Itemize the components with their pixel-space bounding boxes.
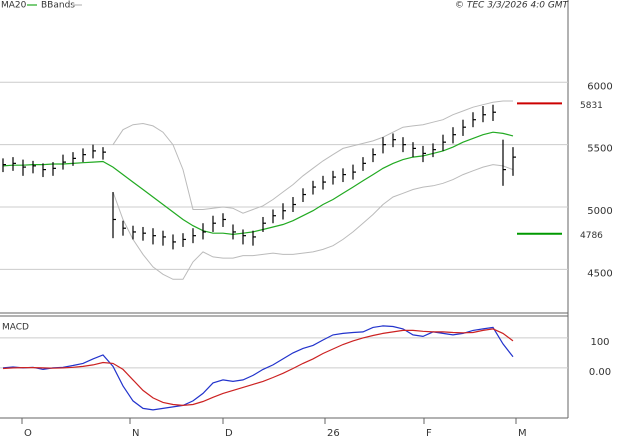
- panel-title: MACD: [2, 323, 29, 333]
- y-tick-label: 100: [590, 337, 609, 348]
- ma-line: [2, 131, 514, 236]
- legend-label: BBands: [41, 1, 75, 11]
- legend-label: MA20: [1, 1, 27, 11]
- x-tick-label: F: [426, 428, 432, 439]
- source: © TEC 3/3/2026 4:0 GMT: [455, 1, 570, 11]
- macd-line: [2, 328, 514, 407]
- lower-band: [112, 164, 514, 280]
- x-tick-label: O: [24, 428, 32, 439]
- level-label: 5831: [580, 101, 603, 111]
- macd-line: [2, 325, 514, 411]
- y-tick-label: 5000: [587, 206, 612, 217]
- x-tick-label: N: [132, 428, 139, 439]
- y-tick-label: 6000: [587, 81, 612, 92]
- y-tick-label: 5500: [587, 144, 612, 155]
- x-tick-label: M: [518, 428, 527, 439]
- level-label: 4786: [580, 231, 603, 241]
- y-tick-label: 4500: [587, 268, 612, 279]
- upper-band: [112, 100, 513, 214]
- x-tick-label: 26: [327, 428, 340, 439]
- x-tick-label: D: [225, 428, 233, 439]
- y-tick-label: 0.00: [589, 367, 611, 378]
